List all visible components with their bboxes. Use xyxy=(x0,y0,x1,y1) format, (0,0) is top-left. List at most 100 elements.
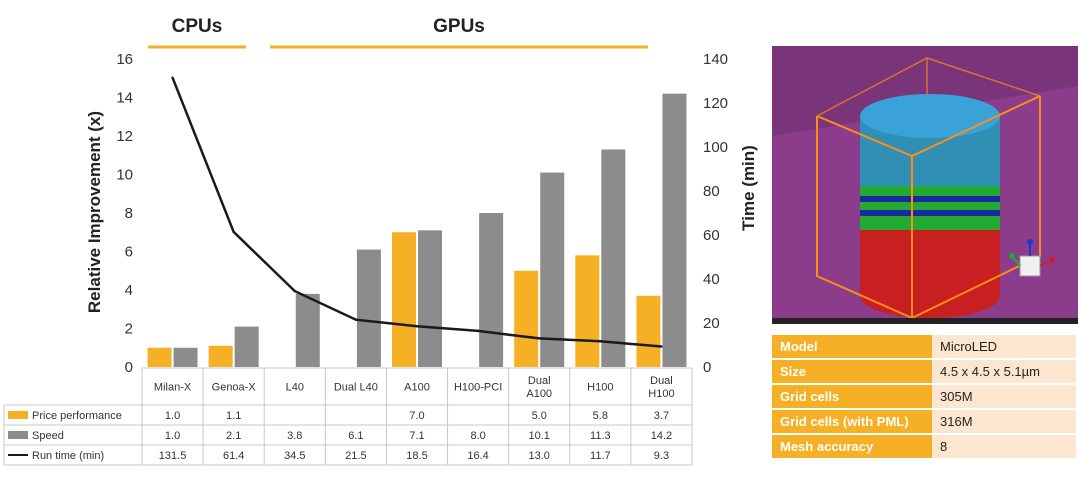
data-label: 16.4 xyxy=(467,450,488,462)
data-label: 7.0 xyxy=(409,410,424,422)
data-label: 18.5 xyxy=(406,450,427,462)
data-label: 14.2 xyxy=(651,430,672,442)
data-label: 34.5 xyxy=(284,450,305,462)
data-label: 1.1 xyxy=(226,410,241,422)
speed-bar xyxy=(356,249,381,367)
info-key: Mesh accuracy xyxy=(772,435,932,458)
category-label: Dual xyxy=(528,375,551,387)
speed-bar xyxy=(479,213,504,367)
run-time-point xyxy=(660,345,663,348)
data-label: 5.8 xyxy=(593,410,608,422)
legend-swatch xyxy=(8,411,28,419)
y2-tick-label: 100 xyxy=(703,139,728,156)
category-label: Dual L40 xyxy=(334,382,378,394)
y2-tick-label: 140 xyxy=(703,51,728,68)
run-time-point xyxy=(171,76,174,79)
y-tick-label: 14 xyxy=(116,90,133,107)
run-time-point xyxy=(476,329,480,333)
run-time-point xyxy=(415,325,419,328)
run-time-point xyxy=(232,230,235,234)
category-label: A100 xyxy=(526,388,552,400)
data-label: 6.1 xyxy=(348,430,363,442)
y-tick-label: 10 xyxy=(116,167,133,184)
data-label: 8.0 xyxy=(470,430,485,442)
speed-bar xyxy=(173,347,198,367)
data-label: 2.1 xyxy=(226,430,241,442)
info-value: 305M xyxy=(932,385,1076,408)
run-time-point xyxy=(599,340,602,343)
info-row: Mesh accuracy 8 xyxy=(772,435,1076,458)
price-performance-bar xyxy=(147,347,172,367)
price-performance-bar xyxy=(392,232,416,367)
legend-label: Run time (min) xyxy=(32,450,104,462)
y-tick-label: 12 xyxy=(116,128,133,145)
data-label: 1.0 xyxy=(165,410,180,422)
data-label: 3.8 xyxy=(287,430,302,442)
speed-bar xyxy=(601,149,626,367)
info-value: 316M xyxy=(932,410,1076,433)
data-label: 21.5 xyxy=(345,450,366,462)
category-label: L40 xyxy=(286,382,304,394)
info-value: 4.5 x 4.5 x 5.1µm xyxy=(932,360,1076,383)
y2-tick-label: 80 xyxy=(703,183,720,200)
data-label: 11.3 xyxy=(590,430,611,442)
price-performance-bar xyxy=(514,270,539,367)
category-label: Milan-X xyxy=(154,382,192,394)
category-label: H100-PCI xyxy=(454,382,502,394)
legend-swatch xyxy=(8,431,28,439)
info-key: Size xyxy=(772,360,932,383)
microled-simulation-render xyxy=(772,46,1078,324)
run-time-point xyxy=(538,337,541,340)
chart: CPUs GPUs 0 2 4 6 8 10 12 14 16 0 20 40 60 80 100 120 14… xyxy=(3,16,758,466)
info-row: Size 4.5 x 4.5 x 5.1µm xyxy=(772,360,1076,383)
y-tick-label: 0 xyxy=(125,359,133,376)
speed-bar xyxy=(418,230,442,367)
legend-label: Speed xyxy=(32,430,64,442)
y-tick-label: 2 xyxy=(125,321,133,338)
info-row: Grid cells (with PML) 316M xyxy=(772,410,1076,433)
y-tick-label: 16 xyxy=(116,51,133,68)
data-label: 5.0 xyxy=(532,410,547,422)
category-label: H100 xyxy=(648,388,674,400)
legend-label: Price performance xyxy=(32,410,122,422)
info-key: Grid cells xyxy=(772,385,932,408)
data-label: 11.7 xyxy=(590,450,611,462)
info-key: Model xyxy=(772,335,932,358)
category-label: Genoa-X xyxy=(212,382,257,394)
speed-bar xyxy=(662,93,687,368)
category-label: Dual xyxy=(650,375,673,387)
y2-tick-label: 40 xyxy=(703,271,720,288)
data-label: 3.7 xyxy=(654,410,669,422)
data-label: 10.1 xyxy=(529,430,550,442)
data-label: 7.1 xyxy=(409,430,424,442)
info-key: Grid cells (with PML) xyxy=(772,410,932,433)
category-label: H100 xyxy=(587,382,613,394)
category-label: A100 xyxy=(404,382,430,394)
run-time-point xyxy=(354,318,358,321)
data-label: 13.0 xyxy=(529,450,550,462)
speed-bar xyxy=(540,172,565,367)
price-performance-bar xyxy=(208,345,233,367)
y-tick-label: 8 xyxy=(125,205,133,222)
y2-tick-label: 20 xyxy=(703,315,720,332)
y2-axis-title: Time (min) xyxy=(739,145,758,231)
y2-tick-label: 60 xyxy=(703,227,720,244)
y-tick-label: 6 xyxy=(125,244,133,261)
data-label: 61.4 xyxy=(223,450,244,462)
group-label-gpus: GPUs xyxy=(433,16,485,37)
data-label: 131.5 xyxy=(159,450,187,462)
info-value: 8 xyxy=(932,435,1076,458)
speed-bar xyxy=(295,293,320,367)
info-row: Model MicroLED xyxy=(772,335,1076,358)
run-time-point xyxy=(293,289,296,293)
data-label: 9.3 xyxy=(654,450,669,462)
y2-tick-label: 0 xyxy=(703,359,711,376)
info-value: MicroLED xyxy=(932,335,1076,358)
simulation-info-table: Model MicroLED Size 4.5 x 4.5 x 5.1µm Grid c… xyxy=(772,333,1076,460)
price-performance-bar xyxy=(636,295,661,367)
info-row: Grid cells 305M xyxy=(772,385,1076,408)
y-tick-label: 4 xyxy=(125,282,133,299)
axes-gizmo-icon xyxy=(1009,239,1055,277)
group-label-cpus: CPUs xyxy=(172,16,223,37)
speed-bar xyxy=(234,326,259,367)
